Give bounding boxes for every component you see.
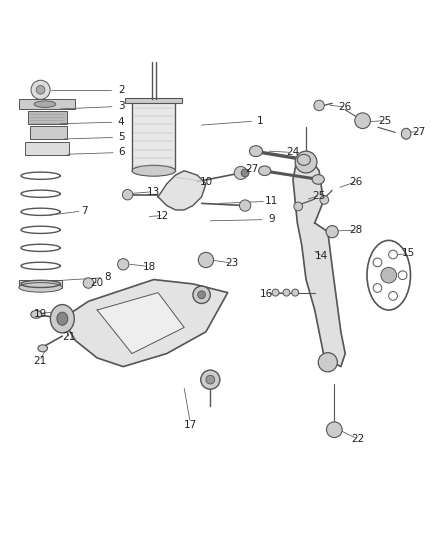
- Text: 24: 24: [286, 148, 300, 157]
- Bar: [28, 111, 67, 124]
- Circle shape: [295, 151, 317, 173]
- Circle shape: [283, 289, 290, 296]
- Circle shape: [206, 375, 215, 384]
- Polygon shape: [97, 293, 184, 353]
- Circle shape: [122, 189, 133, 200]
- Ellipse shape: [258, 166, 271, 175]
- Text: 26: 26: [350, 176, 363, 187]
- Circle shape: [31, 80, 50, 99]
- Circle shape: [320, 196, 328, 204]
- Circle shape: [381, 268, 396, 283]
- Text: 2: 2: [118, 85, 124, 95]
- Circle shape: [117, 259, 129, 270]
- Ellipse shape: [57, 312, 68, 325]
- Ellipse shape: [312, 175, 324, 184]
- Text: 16: 16: [260, 289, 273, 299]
- Ellipse shape: [297, 155, 311, 165]
- Circle shape: [318, 353, 337, 372]
- Text: 26: 26: [339, 102, 352, 112]
- Bar: [19, 99, 75, 109]
- Circle shape: [240, 200, 251, 211]
- Circle shape: [314, 100, 324, 111]
- Circle shape: [389, 250, 397, 259]
- Circle shape: [326, 422, 342, 438]
- Text: 7: 7: [81, 206, 88, 216]
- Text: 20: 20: [91, 278, 104, 288]
- Bar: [125, 98, 182, 103]
- Circle shape: [201, 370, 220, 389]
- Text: 11: 11: [265, 196, 278, 206]
- Ellipse shape: [132, 165, 176, 176]
- Circle shape: [373, 284, 382, 292]
- Text: 28: 28: [350, 225, 363, 236]
- Circle shape: [326, 225, 338, 238]
- Text: 12: 12: [156, 211, 169, 221]
- Circle shape: [272, 289, 279, 296]
- Text: 6: 6: [118, 148, 124, 157]
- Ellipse shape: [250, 146, 262, 157]
- Text: 21: 21: [62, 333, 75, 342]
- Circle shape: [294, 202, 303, 211]
- Bar: [30, 126, 67, 139]
- Circle shape: [36, 85, 45, 94]
- Ellipse shape: [401, 128, 411, 139]
- Text: 21: 21: [33, 356, 46, 366]
- Polygon shape: [293, 154, 345, 367]
- Circle shape: [355, 113, 371, 128]
- Circle shape: [389, 292, 397, 300]
- Circle shape: [373, 258, 382, 266]
- Ellipse shape: [31, 310, 42, 318]
- Text: 18: 18: [143, 262, 156, 271]
- Ellipse shape: [198, 291, 205, 298]
- Ellipse shape: [19, 282, 62, 292]
- Text: 8: 8: [105, 272, 111, 282]
- Text: 15: 15: [402, 248, 415, 259]
- Text: 14: 14: [314, 251, 328, 261]
- Ellipse shape: [38, 345, 47, 352]
- Text: 27: 27: [413, 126, 426, 136]
- Text: 1: 1: [257, 116, 264, 126]
- Text: 5: 5: [118, 132, 124, 142]
- Circle shape: [292, 289, 299, 296]
- Bar: [25, 142, 69, 155]
- Bar: [19, 280, 62, 288]
- Text: 10: 10: [199, 176, 212, 187]
- Text: 17: 17: [184, 421, 198, 430]
- Text: 19: 19: [34, 309, 47, 319]
- Text: 23: 23: [226, 258, 239, 268]
- Text: 3: 3: [118, 101, 124, 111]
- Text: 25: 25: [378, 116, 391, 126]
- Text: 9: 9: [268, 214, 275, 224]
- Ellipse shape: [34, 101, 56, 108]
- Text: 22: 22: [352, 434, 365, 445]
- Circle shape: [83, 278, 94, 288]
- Ellipse shape: [50, 304, 74, 333]
- Ellipse shape: [193, 286, 210, 303]
- Ellipse shape: [198, 252, 214, 268]
- Bar: [132, 101, 176, 171]
- Text: 13: 13: [147, 187, 160, 197]
- Polygon shape: [62, 279, 228, 367]
- Circle shape: [234, 166, 247, 180]
- Text: 4: 4: [118, 117, 124, 127]
- Polygon shape: [158, 171, 206, 210]
- Circle shape: [398, 271, 407, 279]
- Text: 27: 27: [245, 164, 258, 174]
- Ellipse shape: [241, 169, 249, 177]
- Text: 25: 25: [312, 191, 326, 200]
